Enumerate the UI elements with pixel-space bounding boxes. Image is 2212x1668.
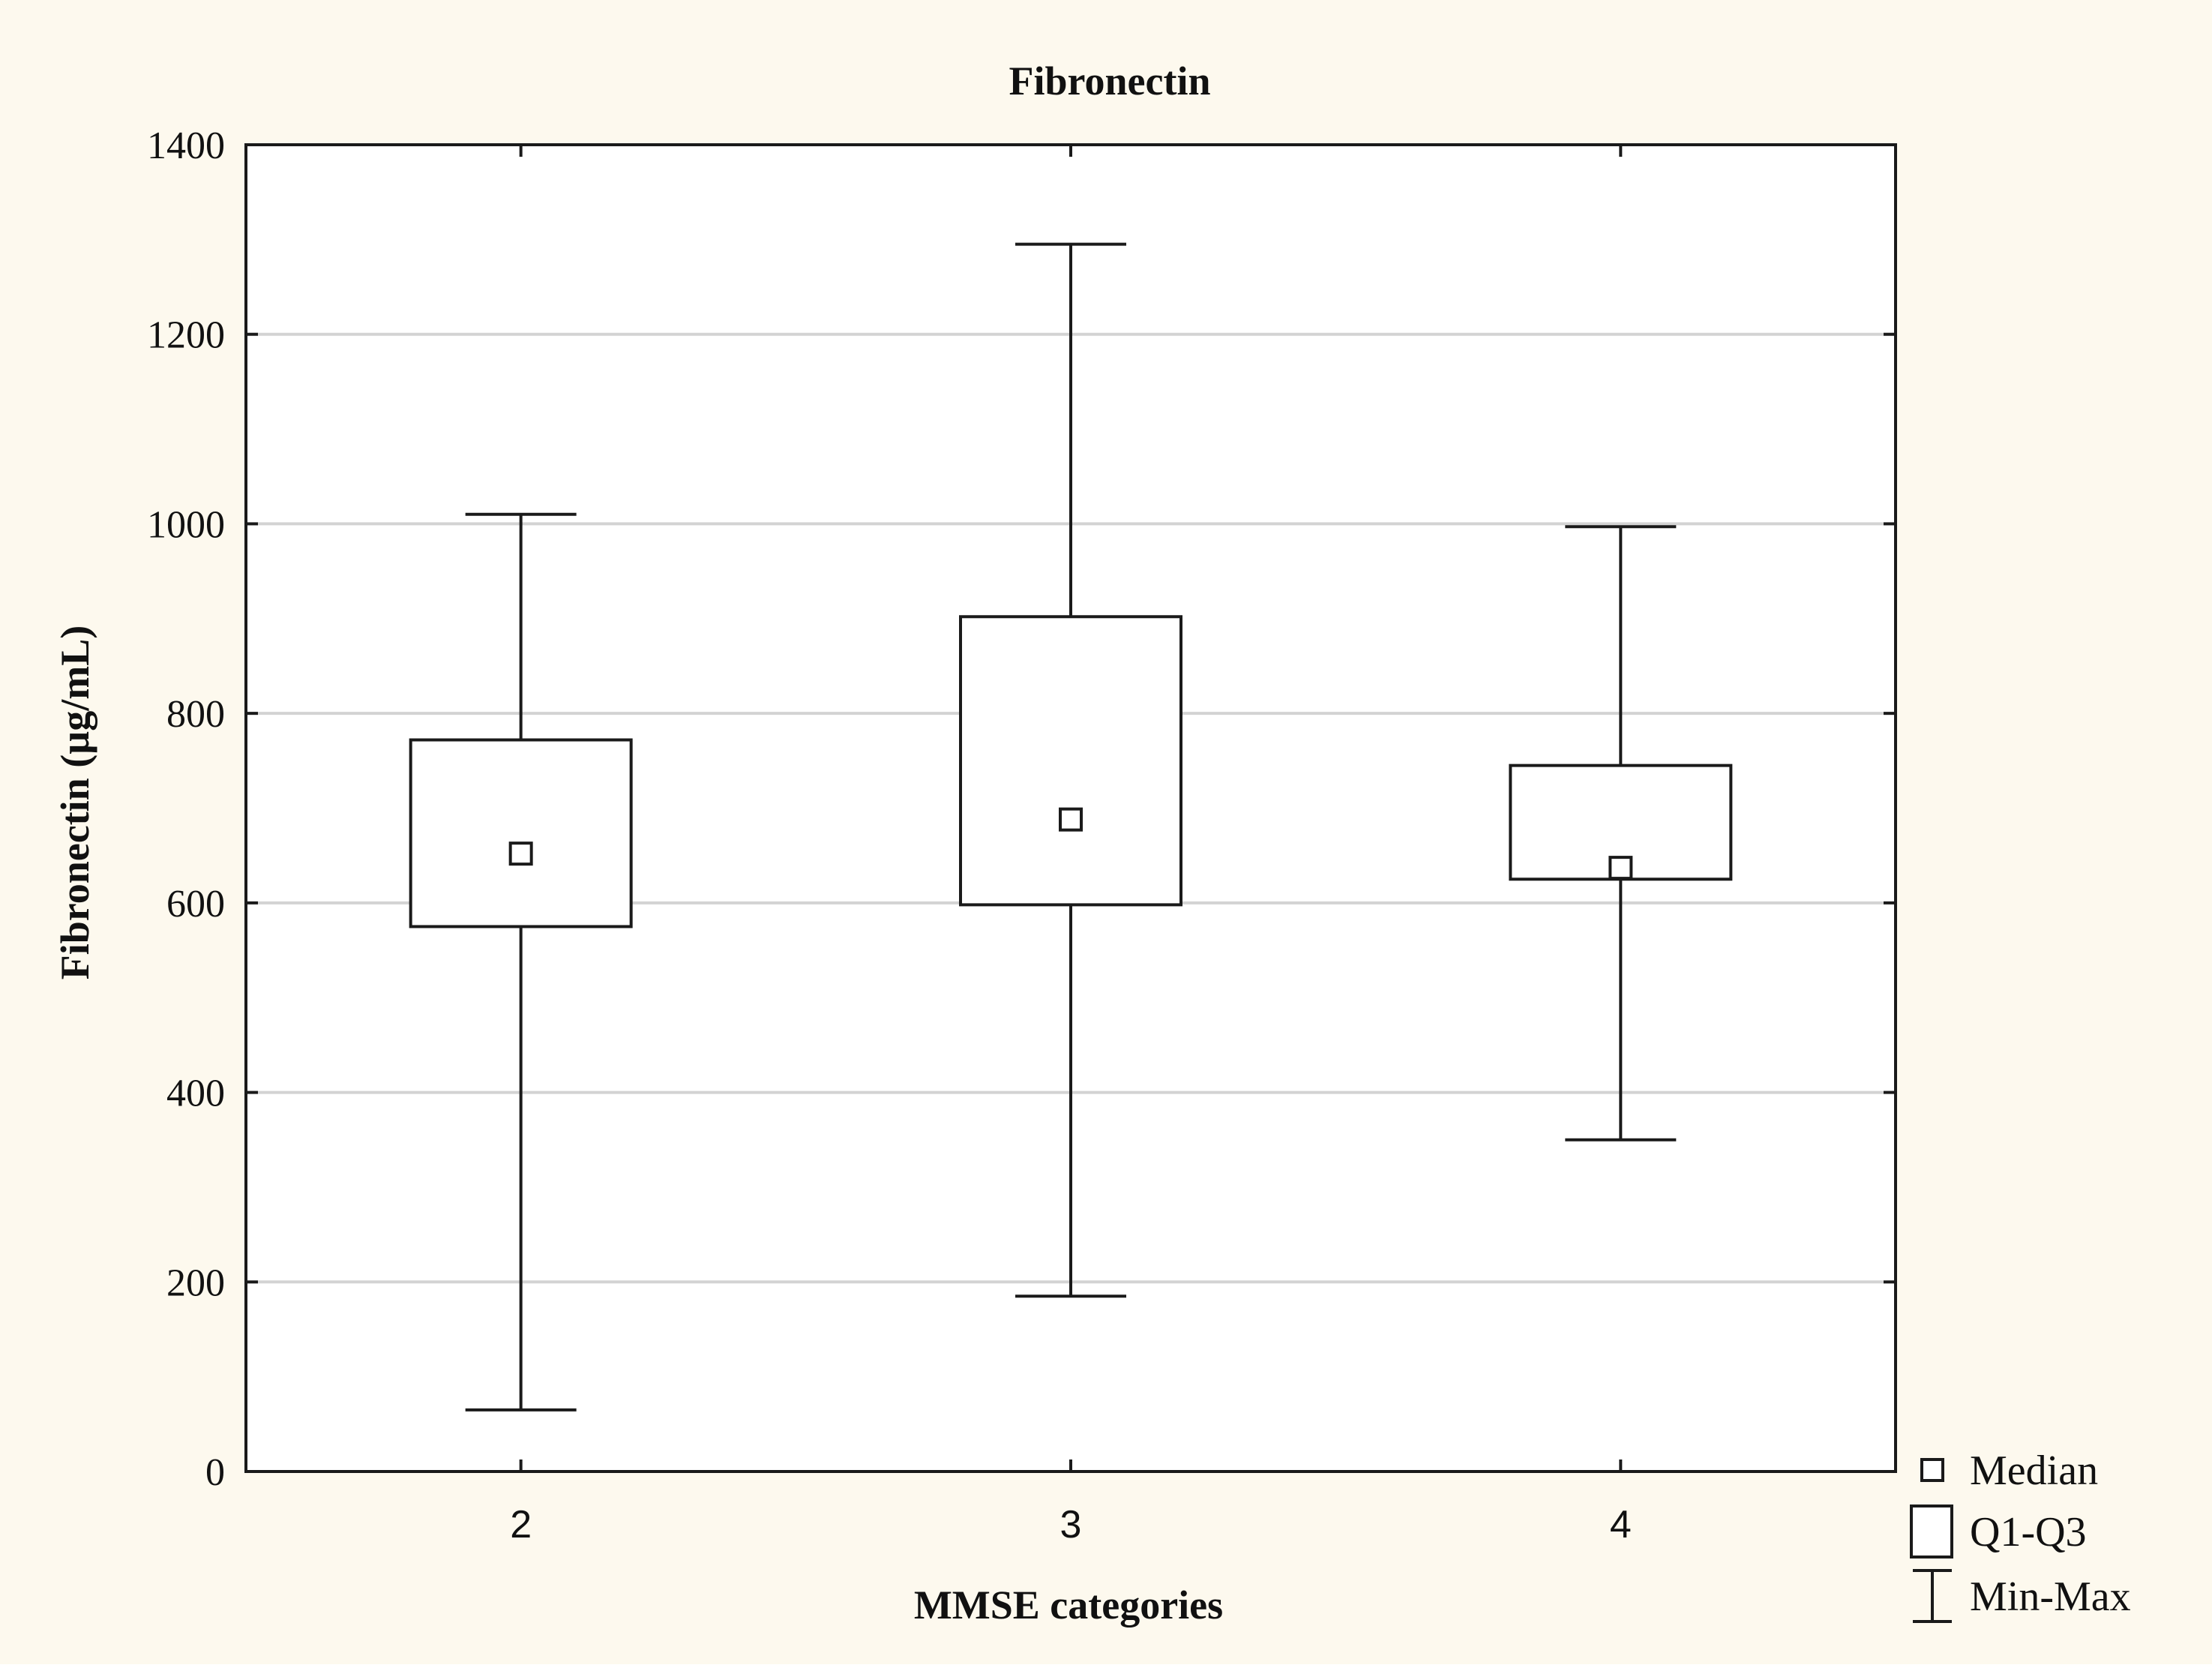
iqr-box	[409, 738, 633, 928]
legend: Median Q1-Q3 Min-Max	[1910, 1448, 2131, 1623]
median-marker	[508, 842, 533, 866]
median-marker	[1608, 856, 1633, 880]
legend-label: Min-Max	[1970, 1574, 2131, 1620]
x-tick-label: 4	[1610, 1503, 1632, 1546]
legend-item-small-square: Median	[1920, 1448, 2098, 1494]
x-tick-label: 3	[1060, 1503, 1082, 1546]
legend-item-box: Q1-Q3	[1910, 1504, 2087, 1558]
legend-median-swatch	[1920, 1458, 1944, 1482]
box-series	[409, 242, 1733, 1412]
y-tick-label: 1200	[147, 314, 225, 357]
x-axis: 2 3 4	[510, 145, 1632, 1546]
legend-box-swatch	[1910, 1504, 1953, 1558]
iqr-box	[959, 615, 1182, 907]
y-tick-label: 1400	[147, 124, 225, 167]
y-axis: 0 200 400 600 800 1000 1200 1400	[147, 124, 1896, 1494]
y-tick-label: 600	[166, 883, 225, 926]
y-axis-label: Fibronectin (µg/mL)	[52, 626, 97, 980]
chart-title: Fibronectin	[1009, 58, 1211, 104]
legend-label: Q1-Q3	[1970, 1509, 2087, 1556]
x-tick-label: 2	[510, 1503, 532, 1546]
box-group-4	[1509, 525, 1733, 1142]
box-group-2	[409, 512, 633, 1412]
y-tick-label: 200	[166, 1262, 225, 1304]
legend-item-whisker: Min-Max	[1913, 1569, 2131, 1623]
y-tick-label: 0	[205, 1451, 225, 1494]
legend-label: Median	[1970, 1448, 2098, 1494]
y-tick-label: 800	[166, 693, 225, 736]
y-tick-label: 400	[166, 1072, 225, 1115]
median-marker	[1059, 807, 1083, 832]
box-group-3	[959, 242, 1182, 1298]
y-tick-label: 1000	[147, 503, 225, 546]
x-axis-label: MMSE categories	[914, 1582, 1223, 1628]
